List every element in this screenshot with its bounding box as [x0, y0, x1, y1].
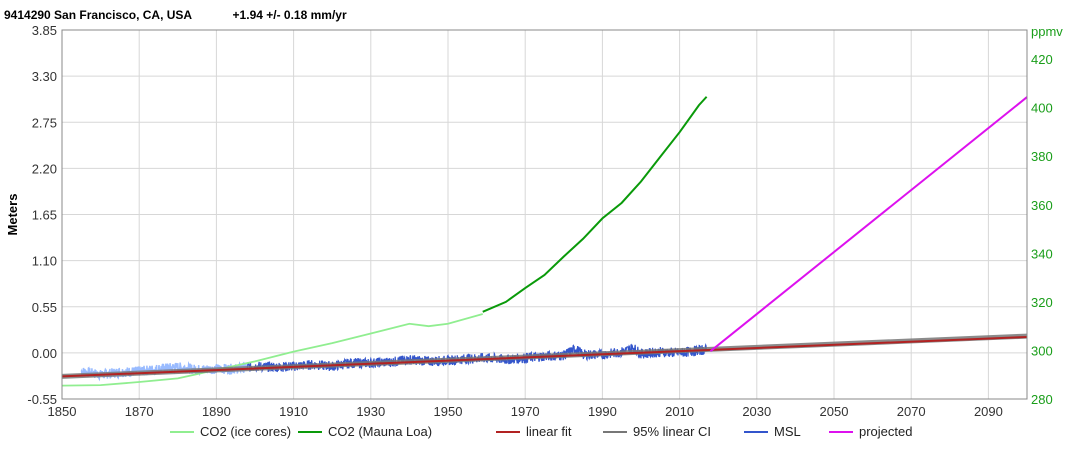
- linear-fit-line: [61, 335, 1028, 378]
- y-tick-label: 2.20: [32, 161, 57, 176]
- legend-item[interactable]: 95% linear CI: [603, 424, 711, 439]
- y2-axis-label: ppmv: [1031, 24, 1063, 39]
- y-tick-label: 0.55: [32, 300, 57, 315]
- legend-label: CO2 (ice cores): [200, 424, 291, 439]
- y2-tick-label: 340: [1031, 246, 1053, 261]
- chart-title-bar: 9414290 San Francisco, CA, USA +1.94 +/-…: [4, 6, 347, 24]
- y-axis-label: Meters: [5, 194, 20, 236]
- y-tick-label: 3.30: [32, 69, 57, 84]
- x-tick-label: 2010: [665, 404, 694, 419]
- co2-ice-cores-line: [61, 313, 483, 387]
- y-tick-label: 3.85: [32, 23, 57, 38]
- x-tick-label: 1990: [588, 404, 617, 419]
- y2-tick-label: 300: [1031, 343, 1053, 358]
- grid-lines: [61, 29, 1027, 400]
- x-tick-label: 2070: [897, 404, 926, 419]
- station-label: 9414290 San Francisco, CA, USA: [4, 8, 193, 22]
- axes: 1850 1870 1890 1910 1930 1950 1970 1990 2010 2030…: [5, 23, 1063, 419]
- projected-line: [709, 96, 1028, 352]
- trend-label: +1.94 +/- 0.18 mm/yr: [232, 8, 347, 22]
- y2-tick-label: 360: [1031, 198, 1053, 213]
- x-tick-label: 1910: [279, 404, 308, 419]
- legend-label: projected: [859, 424, 912, 439]
- legend-label: MSL: [774, 424, 801, 439]
- legend-label: linear fit: [526, 424, 572, 439]
- series-layer: [61, 96, 1028, 387]
- x-tick-label: 2090: [974, 404, 1003, 419]
- y-tick-label: 1.10: [32, 254, 57, 269]
- co2-mauna-loa-line: [482, 96, 708, 313]
- y-tick-label: 1.65: [32, 208, 57, 223]
- y2-tick-label: 380: [1031, 149, 1053, 164]
- x-tick-label: 1850: [48, 404, 77, 419]
- x-tick-label: 2030: [742, 404, 771, 419]
- legend-item[interactable]: projected: [829, 424, 912, 439]
- x-tick-label: 1930: [356, 404, 385, 419]
- legend-item[interactable]: linear fit: [496, 424, 572, 439]
- legend-item[interactable]: MSL: [744, 424, 801, 439]
- y2-tick-label: 320: [1031, 295, 1053, 310]
- plot-border: [61, 29, 1028, 400]
- y-tick-label: -0.55: [27, 392, 57, 407]
- legend-item[interactable]: CO2 (Mauna Loa): [298, 424, 432, 439]
- x-tick-label: 1890: [202, 404, 231, 419]
- legend[interactable]: CO2 (ice cores) CO2 (Mauna Loa) linear fit…: [170, 424, 912, 439]
- y2-tick-label: 280: [1031, 392, 1053, 407]
- x-tick-label: 1870: [125, 404, 154, 419]
- legend-item[interactable]: CO2 (ice cores): [170, 424, 291, 439]
- msl-line: [246, 342, 707, 374]
- y-tick-label: 2.75: [32, 115, 57, 130]
- y2-tick-label: 420: [1031, 52, 1053, 67]
- y2-tick-label: 400: [1031, 101, 1053, 116]
- x-tick-label: 1950: [434, 404, 463, 419]
- legend-label: 95% linear CI: [633, 424, 711, 439]
- x-tick-label: 1970: [511, 404, 540, 419]
- y-tick-label: 0.00: [32, 346, 57, 361]
- x-tick-label: 2050: [820, 404, 849, 419]
- legend-label: CO2 (Mauna Loa): [328, 424, 432, 439]
